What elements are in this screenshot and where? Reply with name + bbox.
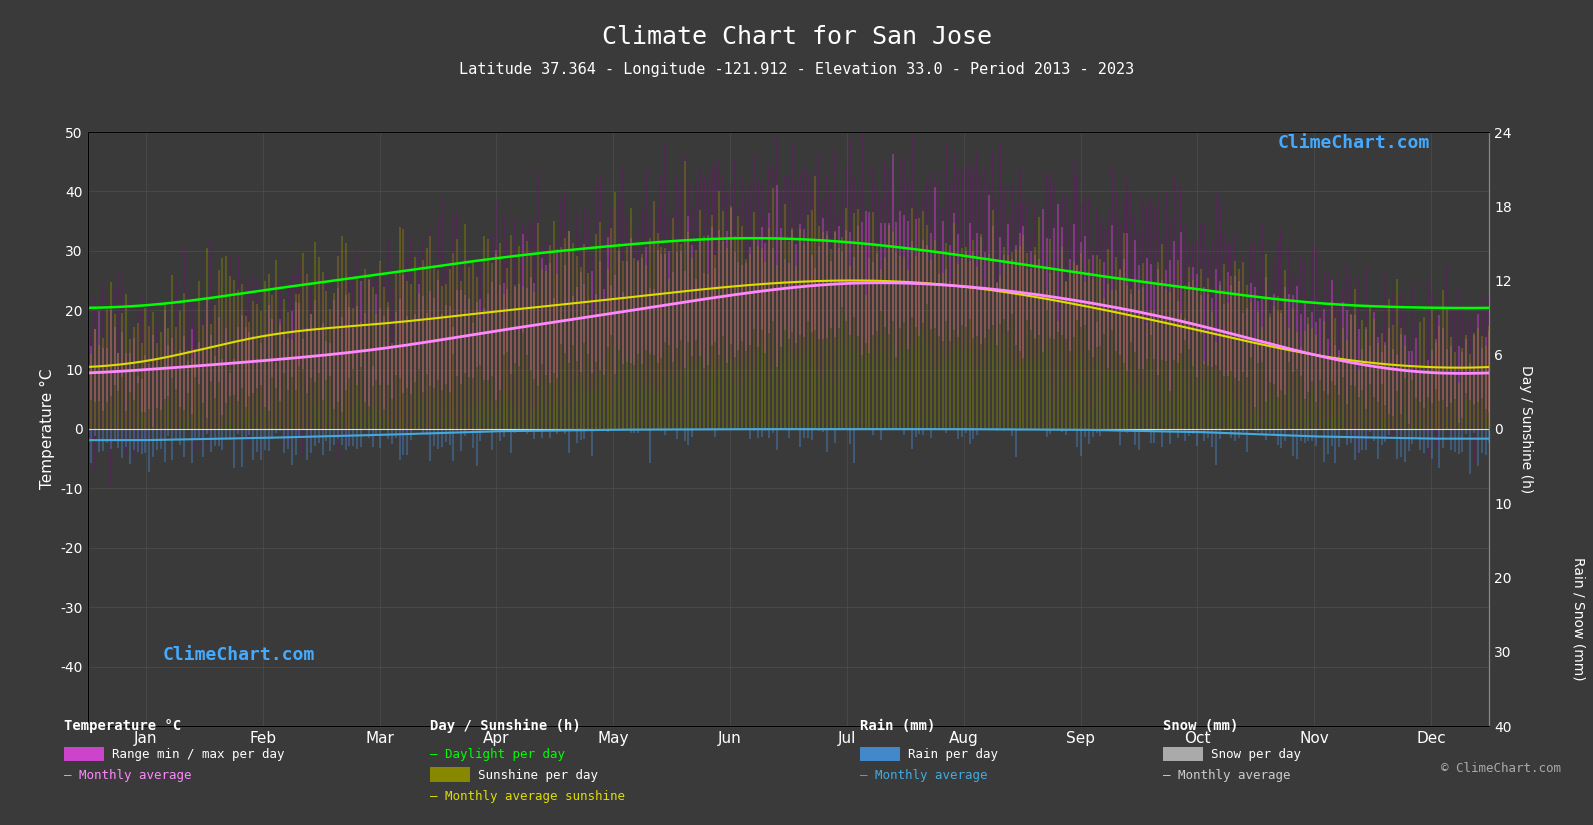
Text: Rain per day: Rain per day: [908, 748, 997, 761]
Text: Temperature °C: Temperature °C: [64, 719, 182, 733]
Y-axis label: Day / Sunshine (h): Day / Sunshine (h): [1518, 365, 1532, 493]
Text: Rain / Snow (mm): Rain / Snow (mm): [1571, 557, 1585, 681]
Text: ClimeChart.com: ClimeChart.com: [1278, 134, 1431, 153]
Text: Rain (mm): Rain (mm): [860, 719, 935, 733]
Text: — Monthly average sunshine: — Monthly average sunshine: [430, 790, 624, 803]
Text: Latitude 37.364 - Longitude -121.912 - Elevation 33.0 - Period 2013 - 2023: Latitude 37.364 - Longitude -121.912 - E…: [459, 62, 1134, 77]
Text: Range min / max per day: Range min / max per day: [112, 748, 284, 761]
Text: © ClimeChart.com: © ClimeChart.com: [1442, 762, 1561, 776]
Y-axis label: Temperature °C: Temperature °C: [40, 369, 54, 489]
Text: — Monthly average: — Monthly average: [1163, 769, 1290, 782]
Text: — Monthly average: — Monthly average: [64, 769, 191, 782]
Text: Snow per day: Snow per day: [1211, 748, 1300, 761]
Text: ClimeChart.com: ClimeChart.com: [162, 646, 315, 664]
Text: Climate Chart for San Jose: Climate Chart for San Jose: [602, 25, 991, 49]
Text: Day / Sunshine (h): Day / Sunshine (h): [430, 719, 581, 733]
Text: Snow (mm): Snow (mm): [1163, 719, 1238, 733]
Text: Sunshine per day: Sunshine per day: [478, 769, 597, 782]
Text: — Monthly average: — Monthly average: [860, 769, 988, 782]
Text: — Daylight per day: — Daylight per day: [430, 748, 566, 761]
